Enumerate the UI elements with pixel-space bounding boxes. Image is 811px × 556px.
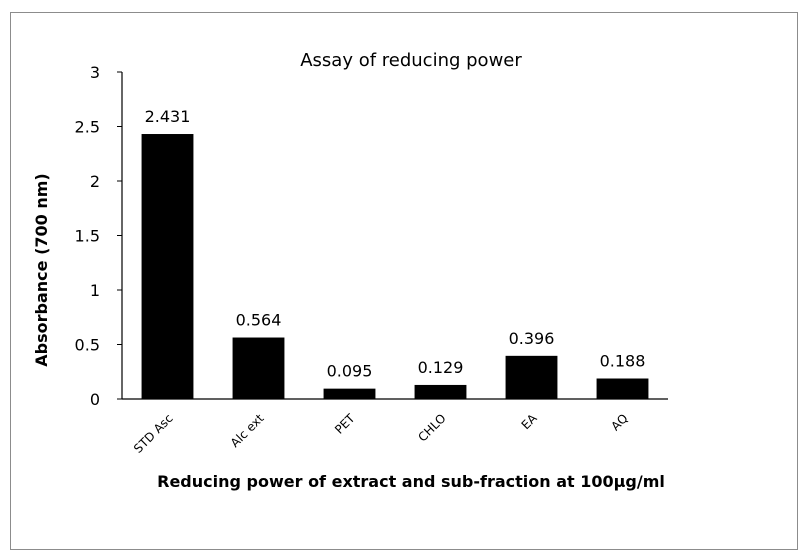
- x-tick-label: AQ: [608, 411, 630, 433]
- bar: [141, 134, 194, 399]
- chart-title: Assay of reducing power: [300, 50, 522, 71]
- y-tick-label: 2: [90, 172, 100, 191]
- x-tick-label: STD Asc: [131, 411, 176, 456]
- y-tick-label: 1.5: [75, 227, 100, 246]
- x-tick-label: PET: [332, 411, 358, 437]
- bar: [323, 388, 376, 399]
- y-tick-label: 3: [90, 63, 100, 82]
- y-tick-label: 0: [90, 390, 100, 409]
- bar-data-label: 0.095: [327, 362, 373, 381]
- bar: [414, 384, 467, 399]
- bar-data-label: 0.396: [509, 329, 555, 348]
- bar-data-label: 0.129: [418, 358, 464, 377]
- x-tick-label: CHLO: [415, 411, 448, 444]
- y-axis-label: Absorbance (700 nm): [32, 173, 51, 366]
- x-tick-label: EA: [519, 411, 541, 433]
- y-axis-ticks: 0 0.5 1 1.5 2 2.5 3: [75, 63, 122, 409]
- bars: [141, 134, 649, 399]
- bar-data-label: 0.564: [236, 311, 282, 330]
- y-tick-label: 1: [90, 281, 100, 300]
- x-axis-label: Reducing power of extract and sub-fracti…: [157, 472, 665, 491]
- bar: [232, 337, 285, 399]
- bar: [505, 355, 558, 399]
- bar: [596, 378, 649, 399]
- chart-area: [10, 12, 798, 550]
- y-tick-label: 0.5: [75, 336, 100, 355]
- bar-data-label: 2.431: [145, 107, 191, 126]
- x-axis-ticks: STD Asc Alc ext PET CHLO EA AQ: [131, 411, 631, 456]
- bar-data-label: 0.188: [600, 352, 646, 371]
- y-tick-label: 2.5: [75, 118, 100, 137]
- x-tick-label: Alc ext: [228, 411, 267, 450]
- data-labels: 2.431 0.564 0.095 0.129 0.396 0.188: [145, 107, 646, 381]
